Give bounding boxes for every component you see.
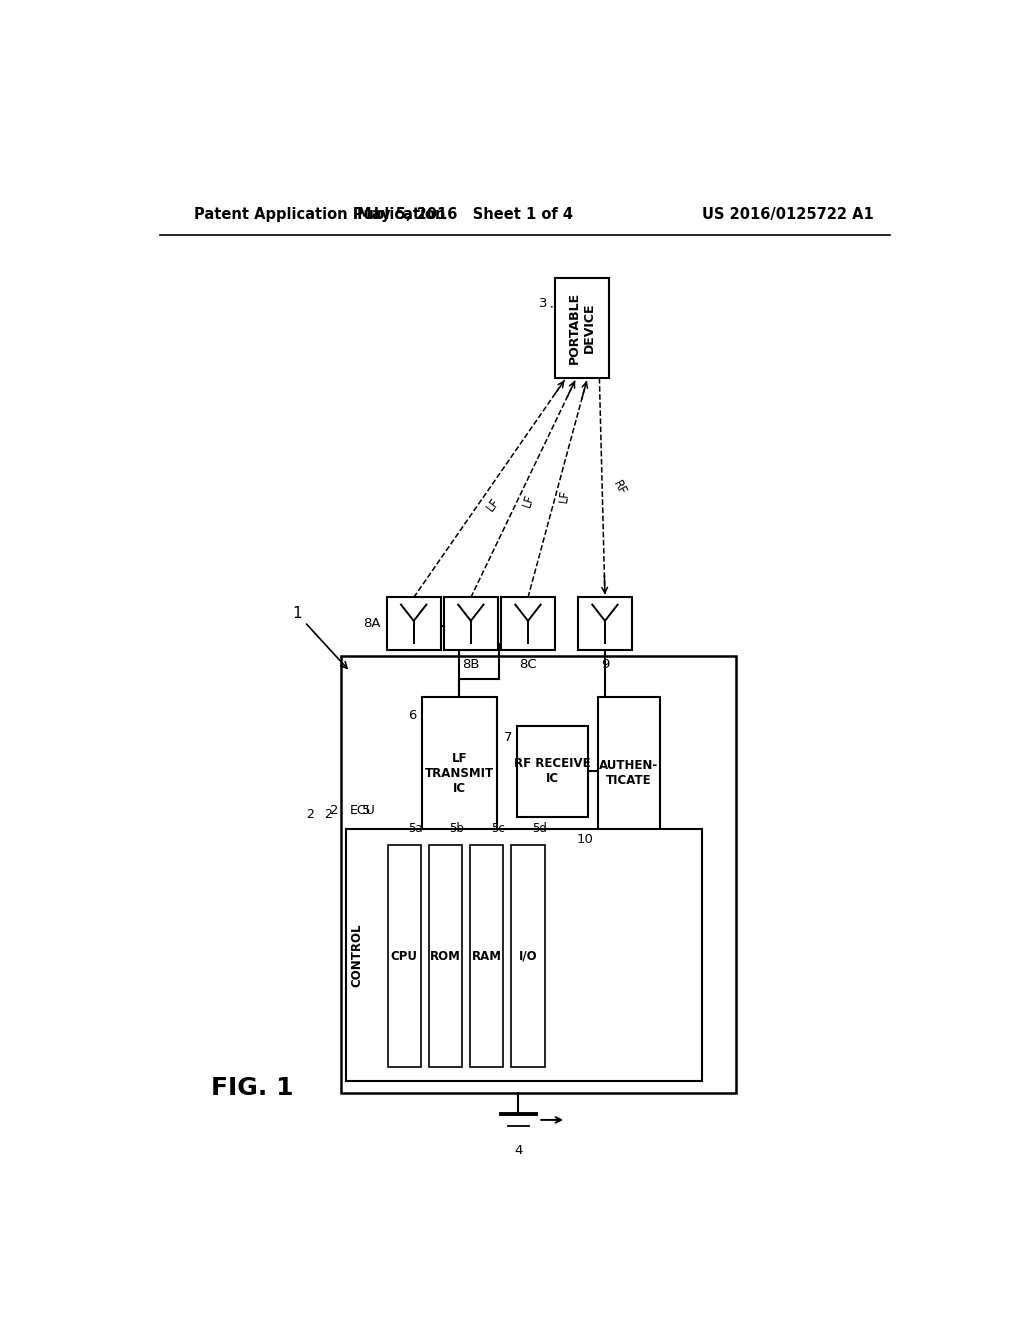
Text: 8B: 8B [462, 659, 479, 672]
Text: Patent Application Publication: Patent Application Publication [194, 207, 445, 222]
Text: 8C: 8C [519, 659, 537, 672]
Text: LF: LF [483, 495, 502, 513]
Bar [511, 846, 545, 1067]
Text: 5b: 5b [450, 822, 464, 836]
Text: ROM: ROM [430, 950, 461, 962]
Text: 9: 9 [601, 659, 609, 672]
Bar [387, 846, 421, 1067]
Text: 5: 5 [362, 804, 371, 817]
Text: CONTROL: CONTROL [351, 924, 364, 987]
Text: 1: 1 [292, 606, 347, 668]
Text: FIG. 1: FIG. 1 [211, 1076, 294, 1101]
Bar [598, 697, 659, 850]
Bar [346, 829, 701, 1081]
Bar [387, 598, 440, 651]
Text: 2: 2 [330, 804, 338, 817]
Text: 2: 2 [306, 808, 314, 821]
Text: 5c: 5c [490, 822, 505, 836]
Bar [341, 656, 736, 1093]
Text: RAM: RAM [472, 950, 502, 962]
Text: PORTABLE
DEVICE: PORTABLE DEVICE [568, 292, 596, 364]
Text: LF: LF [520, 492, 537, 510]
Text: 5a: 5a [409, 822, 423, 836]
Bar [443, 598, 498, 651]
Bar [555, 279, 609, 378]
Text: US 2016/0125722 A1: US 2016/0125722 A1 [702, 207, 873, 222]
Text: CPU: CPU [391, 950, 418, 962]
Text: 2: 2 [324, 808, 332, 821]
Text: LF
TRANSMIT
IC: LF TRANSMIT IC [425, 752, 494, 795]
Text: RF RECEIVE
IC: RF RECEIVE IC [514, 758, 591, 785]
Text: 3: 3 [539, 297, 547, 310]
Bar [470, 846, 504, 1067]
Bar [578, 598, 632, 651]
Bar [422, 697, 497, 850]
Bar [501, 598, 555, 651]
Text: May 5, 2016   Sheet 1 of 4: May 5, 2016 Sheet 1 of 4 [357, 207, 573, 222]
Text: AUTHEN-
TICATE: AUTHEN- TICATE [599, 759, 658, 787]
Text: 5d: 5d [531, 822, 547, 836]
Text: 7: 7 [504, 731, 512, 744]
Text: LF: LF [557, 488, 572, 503]
Text: 8A: 8A [362, 618, 380, 631]
Text: RF: RF [610, 478, 629, 498]
Text: ECU: ECU [350, 804, 376, 817]
Bar [517, 726, 588, 817]
Text: 4: 4 [514, 1144, 522, 1158]
Text: I/O: I/O [519, 950, 538, 962]
Bar [429, 846, 462, 1067]
Text: 6: 6 [409, 709, 417, 722]
Text: 10: 10 [577, 833, 593, 846]
